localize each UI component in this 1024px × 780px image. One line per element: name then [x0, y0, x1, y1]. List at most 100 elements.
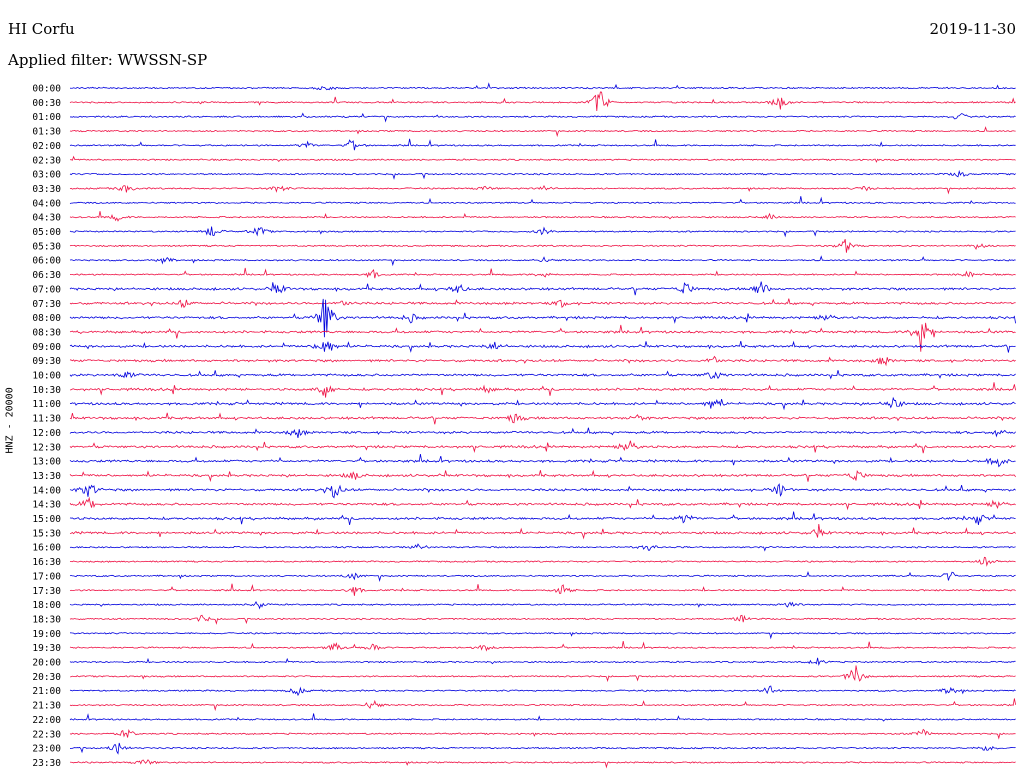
row-time-label: 01:30 [32, 127, 61, 138]
seismic-trace [69, 427, 1016, 439]
seismic-trace [69, 742, 1016, 755]
seismic-trace [69, 600, 1016, 610]
row-time-label: 04:30 [32, 213, 61, 224]
filter-label: Applied filter: WWSSN-SP [8, 51, 208, 69]
row-time-label: 18:00 [32, 600, 61, 611]
row-time-label: 01:00 [32, 112, 61, 123]
seismic-trace [69, 267, 1016, 279]
row-time-label: 15:00 [32, 514, 61, 525]
row-time-label: 11:30 [32, 414, 61, 425]
seismic-trace [69, 759, 1016, 769]
seismic-trace [69, 169, 1016, 180]
row-time-label: 11:00 [32, 399, 61, 410]
row-time-label: 16:00 [32, 543, 61, 554]
row-time-label: 18:30 [32, 614, 61, 625]
seismic-trace [69, 382, 1016, 398]
row-time-label: 21:00 [32, 686, 61, 697]
seismic-trace [69, 355, 1016, 367]
seismic-trace [69, 281, 1016, 296]
station-title: HI Corfu [8, 20, 75, 38]
row-time-label: 17:30 [32, 586, 61, 597]
seismic-trace [69, 112, 1016, 123]
row-time-label: 00:00 [32, 84, 61, 95]
row-time-label: 22:30 [32, 729, 61, 740]
row-time-label: 02:00 [32, 141, 61, 152]
row-time-label: 06:30 [32, 270, 61, 281]
seismic-trace [69, 583, 1016, 596]
seismic-trace [69, 614, 1016, 625]
row-time-label: 09:00 [32, 342, 61, 353]
row-time-label: 20:30 [32, 672, 61, 683]
row-time-label: 03:00 [32, 170, 61, 181]
seismic-trace [69, 370, 1016, 380]
seismic-trace [69, 211, 1016, 222]
row-time-label: 19:00 [32, 629, 61, 640]
row-time-label: 14:00 [32, 485, 61, 496]
row-time-label: 23:00 [32, 744, 61, 755]
seismic-trace [69, 556, 1016, 567]
seismic-trace [69, 155, 1016, 163]
row-time-label: 07:00 [32, 284, 61, 295]
row-time-label: 16:30 [32, 557, 61, 568]
row-time-label: 15:30 [32, 528, 61, 539]
seismic-trace [69, 185, 1016, 195]
row-time-label: 03:30 [32, 184, 61, 195]
row-time-label: 19:30 [32, 643, 61, 654]
seismic-trace [69, 91, 1016, 112]
row-time-label: 00:30 [32, 98, 61, 109]
seismic-trace [69, 239, 1016, 253]
row-time-label: 08:00 [32, 313, 61, 324]
seismic-trace [69, 298, 1016, 338]
row-time-label: 12:30 [32, 442, 61, 453]
row-time-label: 22:00 [32, 715, 61, 726]
row-time-label: 13:30 [32, 471, 61, 482]
seismic-trace [69, 511, 1016, 526]
seismic-trace [69, 523, 1016, 540]
seismic-trace [69, 640, 1016, 652]
seismic-trace [69, 226, 1016, 238]
record-date: 2019-11-30 [929, 20, 1016, 38]
seismic-trace [69, 469, 1016, 483]
row-time-label: 06:00 [32, 256, 61, 267]
seismic-trace [69, 698, 1016, 712]
seismic-trace [69, 657, 1016, 666]
seismic-trace [69, 396, 1016, 411]
seismic-trace [69, 340, 1016, 353]
row-time-label: 23:30 [32, 758, 61, 769]
row-time-label: 09:30 [32, 356, 61, 367]
row-time-label: 05:00 [32, 227, 61, 238]
seismic-trace [69, 483, 1016, 499]
seismic-trace [69, 665, 1016, 683]
seismic-trace [69, 728, 1016, 740]
seismic-trace [69, 82, 1016, 91]
seismic-trace [69, 570, 1016, 583]
row-time-label: 13:00 [32, 457, 61, 468]
seismic-trace [69, 138, 1016, 151]
seismic-trace [69, 196, 1016, 205]
row-time-label: 12:00 [32, 428, 61, 439]
seismic-trace [69, 713, 1016, 722]
row-time-label: 04:00 [32, 198, 61, 209]
row-time-label: 17:00 [32, 571, 61, 582]
seismic-trace [69, 412, 1016, 425]
seismic-trace [69, 440, 1016, 454]
seismic-trace [69, 632, 1016, 640]
seismic-trace [69, 322, 1016, 352]
seismic-trace [69, 685, 1016, 697]
row-time-label: 14:30 [32, 500, 61, 511]
row-time-label: 02:30 [32, 155, 61, 166]
seismic-trace [69, 454, 1016, 468]
row-time-label: 05:30 [32, 241, 61, 252]
seismic-trace [69, 496, 1016, 511]
row-time-label: 20:00 [32, 658, 61, 669]
seismic-trace [69, 298, 1016, 309]
row-time-label: 07:30 [32, 299, 61, 310]
row-time-label: 08:30 [32, 327, 61, 338]
row-time-label: 21:30 [32, 701, 61, 712]
seismic-trace [69, 543, 1016, 552]
row-time-label: 10:30 [32, 385, 61, 396]
seismic-trace [69, 255, 1016, 267]
seismic-trace [69, 126, 1016, 138]
row-time-label: 10:00 [32, 371, 61, 382]
